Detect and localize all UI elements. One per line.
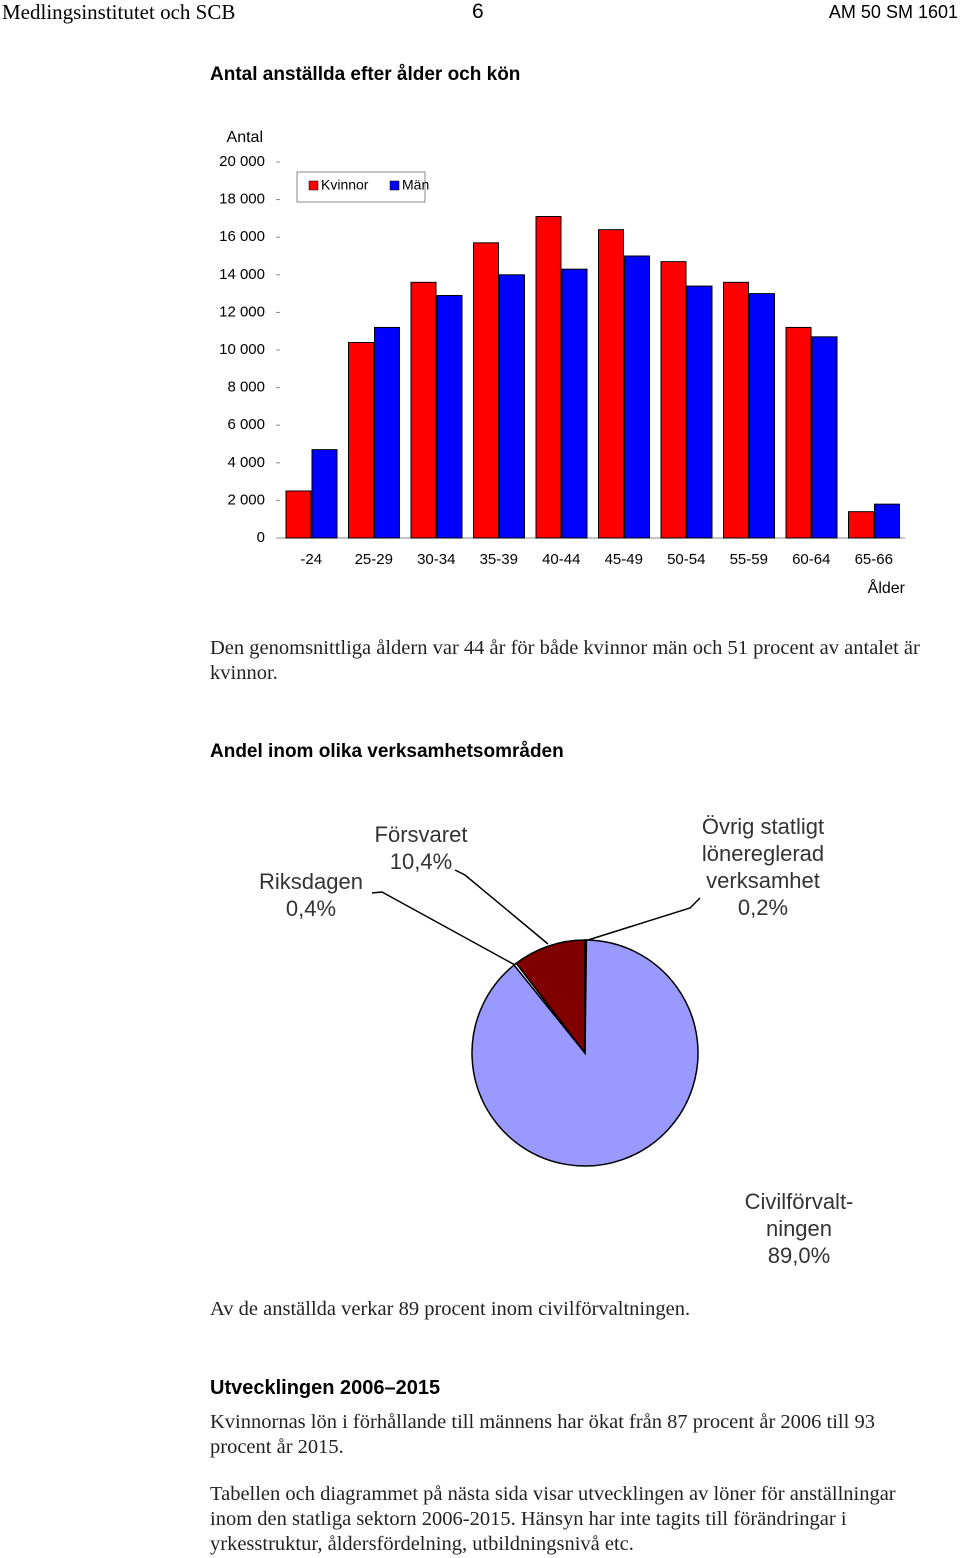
x-tick-label: 25-29 <box>355 551 393 568</box>
y-tick-label: 14 000 <box>219 266 265 283</box>
slice-value-label: 89,0% <box>768 1243 830 1268</box>
header-right: AM 50 SM 1601 <box>828 2 958 22</box>
y-tick-label: 4 000 <box>227 454 265 471</box>
bar <box>561 268 588 539</box>
bar <box>285 490 312 539</box>
bar <box>598 229 624 539</box>
slice-value-label: 0,4% <box>286 896 336 921</box>
paragraph: Tabellen och diagrammet på nästa sida vi… <box>210 1483 896 1555</box>
slice-label: Försvaret <box>375 822 468 847</box>
bar <box>410 281 437 539</box>
y-tick-label: 20 000 <box>219 153 265 170</box>
page-number: 6 <box>472 0 484 23</box>
y-tick-label: 0 <box>257 529 265 546</box>
bar <box>848 511 874 539</box>
heading: Utvecklingen 2006–2015 <box>210 1377 441 1399</box>
slice-label: verksamhet <box>706 868 820 893</box>
y-tick-label: 16 000 <box>219 228 265 245</box>
chart-title: Antal anställda efter ålder och kön <box>210 64 520 85</box>
leader-line <box>371 891 516 966</box>
x-tick-label: 50-54 <box>667 551 705 568</box>
y-tick-label: 2 000 <box>227 491 265 508</box>
slice-label: ningen <box>766 1216 832 1241</box>
pie-slice <box>515 939 586 1056</box>
bar <box>660 261 687 539</box>
bar <box>473 242 499 539</box>
y-tick-label: 6 000 <box>227 416 265 433</box>
chart-title: Andel inom olika verksamhetsområden <box>210 741 564 762</box>
slice-value-label: 0,2% <box>738 895 788 920</box>
paragraph: Av de anställda verkar 89 procent inom c… <box>210 1298 691 1320</box>
charts: Antal anställda efter ålder och kön Antal… <box>210 64 906 1268</box>
header-left: Medlingsinstitutet och SCB <box>2 0 236 24</box>
y-tick-label: 12 000 <box>219 303 265 320</box>
bar <box>874 503 900 539</box>
bar <box>499 274 525 539</box>
bar <box>436 294 463 539</box>
x-tick-label: 30-34 <box>417 551 455 568</box>
x-tick-label: 55-59 <box>730 551 768 568</box>
x-tick-label: 40-44 <box>542 551 580 568</box>
bar <box>811 336 838 539</box>
slice-label: Övrig statligt <box>702 814 824 839</box>
x-tick-label: 35-39 <box>480 551 518 568</box>
x-tick-label: 60-64 <box>792 551 830 568</box>
paragraph: Kvinnornas lön i förhållande till männen… <box>210 1411 875 1458</box>
bar <box>374 326 400 539</box>
y-tick-label: 18 000 <box>219 191 265 208</box>
legend-swatch <box>308 180 319 191</box>
y-tick-label: 10 000 <box>219 341 265 358</box>
bar <box>785 326 812 539</box>
bar <box>348 341 374 539</box>
y-tick-label: 8 000 <box>227 379 265 396</box>
legend-label: Män <box>402 177 429 193</box>
x-tick-label: 65-66 <box>855 551 893 568</box>
y-axis-label: Antal <box>227 129 263 146</box>
bar <box>686 285 713 539</box>
bar <box>749 293 775 539</box>
x-tick-label: 45-49 <box>605 551 643 568</box>
legend-swatch <box>389 180 400 191</box>
bar <box>723 281 749 539</box>
bar <box>535 216 562 539</box>
leader-line <box>454 869 549 945</box>
legend-label: Kvinnor <box>321 177 369 193</box>
legend-box <box>296 171 426 203</box>
slice-label: lönereglerad <box>702 841 824 866</box>
slice-value-label: 10,4% <box>390 849 452 874</box>
x-tick-label: -24 <box>300 551 322 568</box>
paragraph: Den genomsnittliga åldern var 44 år för … <box>210 637 920 684</box>
bar <box>624 255 650 539</box>
slice-label: Civilförvalt- <box>745 1189 854 1214</box>
x-axis-label: Ålder <box>868 578 906 597</box>
bar <box>311 449 338 539</box>
slice-label: Riksdagen <box>259 869 363 894</box>
leader-line <box>587 897 701 941</box>
